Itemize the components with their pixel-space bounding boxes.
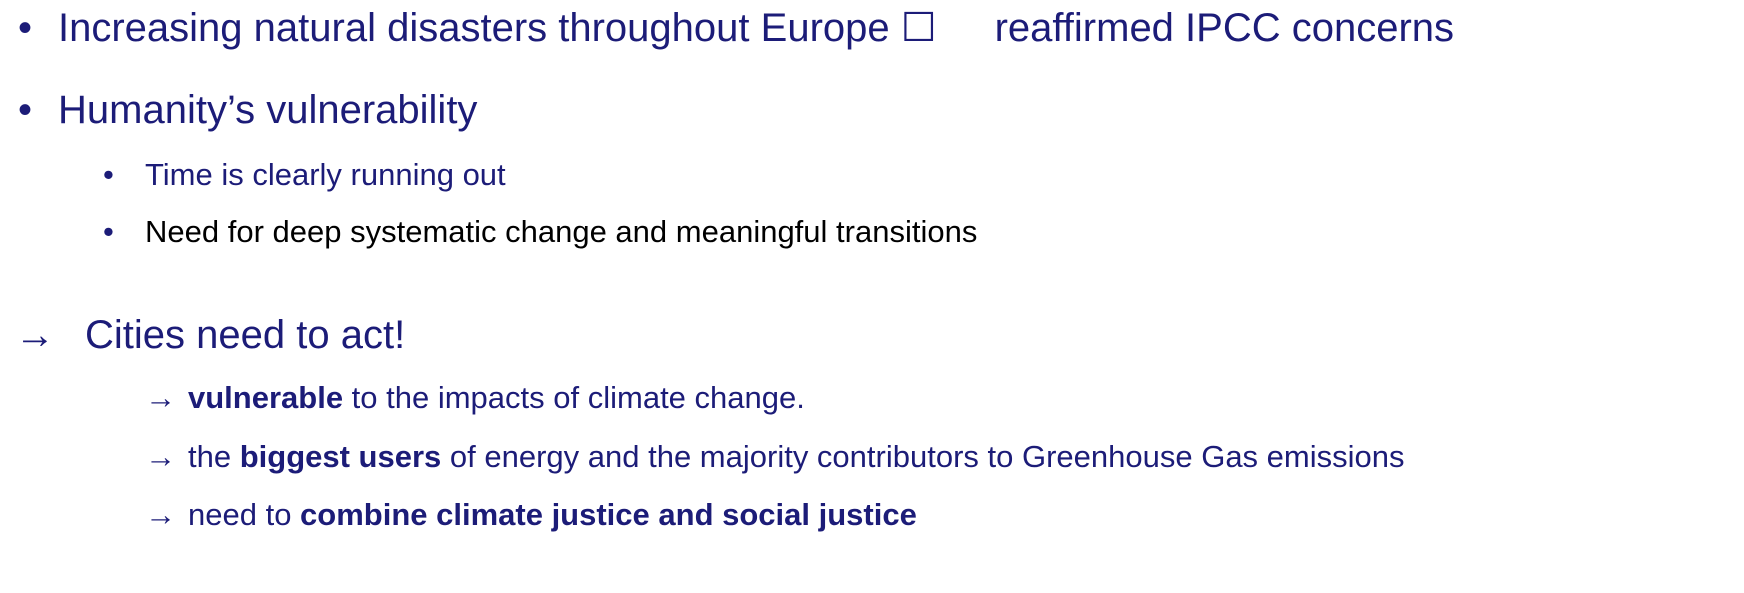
- bullet: •: [18, 6, 33, 50]
- text: Need for deep systematic change and mean…: [145, 214, 978, 250]
- arrow: →: [145, 497, 176, 533]
- arrow: →: [145, 439, 176, 475]
- text: Time is clearly running out: [145, 157, 506, 193]
- item-text: Increasing natural disasters throughout …: [58, 4, 1454, 52]
- text: the: [188, 439, 240, 475]
- bullet: •: [18, 88, 33, 132]
- item-text: Time is clearly running out: [145, 156, 506, 193]
- bullet: •: [103, 214, 114, 250]
- item-text: need to combine climate justice and soci…: [188, 496, 917, 533]
- bold-text: vulnerable: [188, 380, 344, 416]
- text: to the impacts of climate change.: [343, 380, 805, 416]
- text: Increasing natural disasters throughout …: [58, 6, 937, 50]
- bold-text: biggest users: [239, 439, 442, 475]
- item-text: Cities need to act!: [85, 311, 405, 359]
- item-text: Humanity’s vulnerability: [58, 86, 477, 134]
- arrow: →: [15, 313, 55, 357]
- item-text: vulnerable to the impacts of climate cha…: [188, 379, 805, 416]
- text: Cities need to act!: [85, 313, 406, 357]
- text: of energy and the majority contributors …: [441, 439, 1405, 475]
- text: Humanity’s vulnerability: [58, 88, 478, 132]
- arrow: →: [145, 380, 176, 416]
- bold-text: combine climate justice and social justi…: [300, 497, 917, 533]
- bullet: •: [103, 157, 114, 193]
- item-text: Need for deep systematic change and mean…: [145, 213, 977, 250]
- text: need to: [188, 497, 301, 533]
- item-text: the biggest users of energy and the majo…: [188, 438, 1405, 475]
- text: reaffirmed IPCC concerns: [994, 6, 1455, 50]
